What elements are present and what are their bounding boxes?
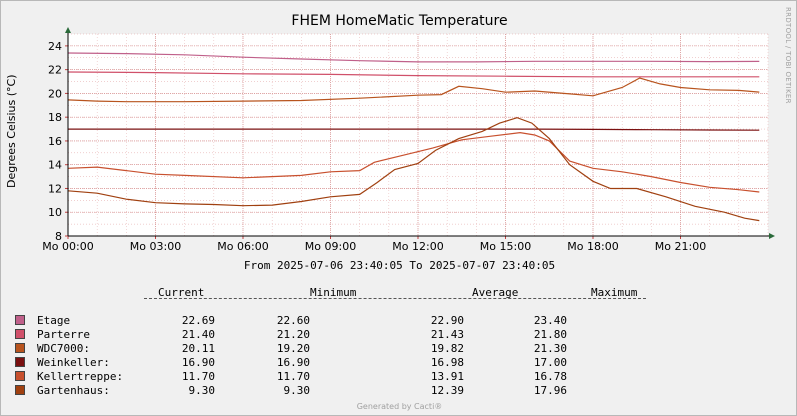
series-line-2 [67, 71, 760, 78]
legend-swatch [15, 371, 25, 381]
legend-swatch [15, 329, 25, 339]
legend-series-name: Etage [37, 314, 71, 327]
legend-series-name: Weinkeller: [37, 356, 110, 369]
x-tick-label: Mo 09:00 [305, 240, 356, 253]
chart-title: FHEM HomeMatic Temperature [291, 13, 508, 29]
legend-maximum-value: 21.80 [533, 328, 567, 341]
legend-minimum-value: 22.60 [276, 314, 310, 327]
series-line-4 [68, 128, 760, 131]
y-tick-label: 24 [48, 40, 62, 53]
legend-swatch [15, 385, 25, 395]
legend-maximum-value: 16.78 [533, 370, 567, 383]
x-tick-label: Mo 18:00 [567, 240, 618, 253]
y-tick-label: 22 [48, 64, 62, 77]
y-tick-label: 12 [48, 182, 62, 195]
series-line-1 [67, 52, 760, 63]
legend-series-name: Parterre [37, 328, 90, 341]
legend-header-maximum: Maximum [591, 286, 638, 299]
legend-maximum-value: 17.00 [533, 356, 567, 369]
legend-average-value: 21.43 [430, 328, 464, 341]
y-tick-label: 8 [55, 230, 62, 243]
x-tick-label: Mo 15:00 [480, 240, 531, 253]
legend-average-value: 19.82 [430, 342, 464, 355]
temperature-chart: 8 10 12 14 16 18 20 22 24 Mo 00:00 Mo 03:00 Mo 06:0… [42, 27, 775, 253]
y-tick-label: 20 [48, 87, 62, 100]
legend-swatch [15, 343, 25, 353]
x-tick-label: Mo 03:00 [130, 240, 181, 253]
legend-current-value: 22.69 [181, 314, 215, 327]
legend-minimum-value: 16.90 [276, 356, 310, 369]
series-line-5 [67, 131, 760, 193]
y-axis-arrow [65, 27, 71, 33]
legend-swatch [15, 357, 25, 367]
legend-series-name: WDC7000: [37, 342, 90, 355]
legend-swatch [15, 315, 25, 325]
legend-maximum-value: 21.30 [533, 342, 567, 355]
time-range-text: From 2025-07-06 23:40:05 To 2025-07-07 2… [243, 259, 556, 272]
legend-minimum-value: 9.30 [283, 384, 311, 397]
y-tick-label: 16 [48, 135, 62, 148]
legend-series-name: Gartenhaus: [37, 384, 110, 397]
series-line-3 [67, 77, 760, 103]
legend-average-value: 13.91 [430, 370, 464, 383]
x-tick-label: Mo 00:00 [42, 240, 93, 253]
y-tick-label: 10 [48, 206, 62, 219]
legend-series-name: Kellertreppe: [37, 370, 124, 383]
legend-header-average: Average [472, 286, 519, 299]
legend-minimum-value: 11.70 [276, 370, 310, 383]
rrdtool-credit: RRDTOOL / TOBI OETIKER [784, 7, 792, 104]
legend-average-value: 12.39 [430, 384, 464, 397]
legend-header-minimum: Minimum [310, 286, 357, 299]
legend-current-value: 20.11 [181, 342, 215, 355]
x-tick-label: Mo 06:00 [217, 240, 268, 253]
legend-current-value: 9.30 [188, 384, 216, 397]
legend-header-current: Current [158, 286, 205, 299]
cacti-footer: Generated by Cacti® [356, 402, 443, 411]
legend-current-value: 11.70 [181, 370, 215, 383]
y-tick-label: 18 [48, 111, 62, 124]
legend-current-value: 16.90 [181, 356, 215, 369]
legend-current-value: 21.40 [181, 328, 215, 341]
series-line-6 [67, 117, 760, 222]
legend-average-value: 22.90 [430, 314, 464, 327]
x-tick-label: Mo 12:00 [392, 240, 443, 253]
legend-average-value: 16.98 [430, 356, 464, 369]
legend-divider [144, 298, 646, 299]
legend-maximum-value: 17.96 [533, 384, 567, 397]
x-tick-label: Mo 21:00 [655, 240, 706, 253]
x-axis-arrow [769, 233, 775, 239]
legend-maximum-value: 23.40 [533, 314, 567, 327]
legend-minimum-value: 21.20 [276, 328, 310, 341]
y-tick-label: 14 [48, 159, 62, 172]
legend-minimum-value: 19.20 [276, 342, 310, 355]
